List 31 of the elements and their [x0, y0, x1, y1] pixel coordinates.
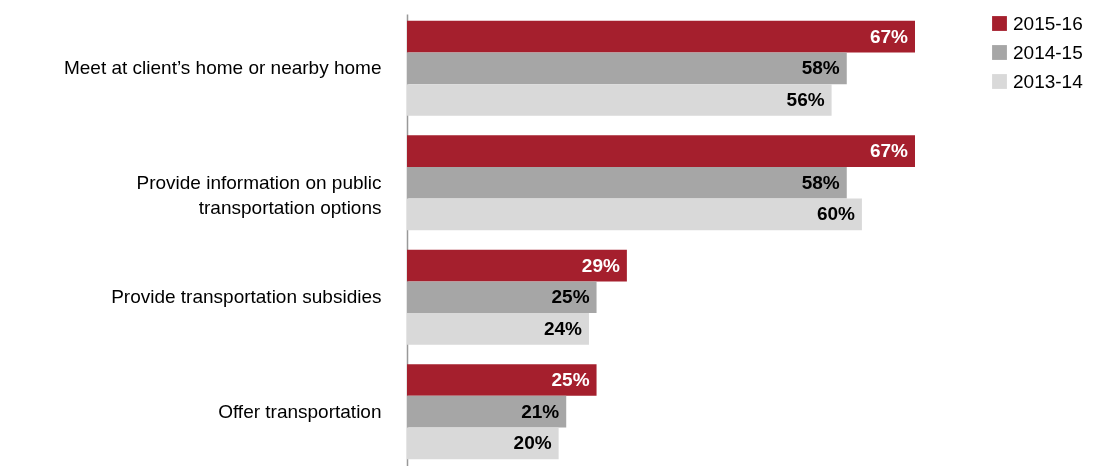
legend-label: 2014-15	[1013, 41, 1083, 63]
bar	[407, 135, 915, 167]
data-label: 29%	[581, 254, 620, 276]
bar	[407, 20, 915, 53]
data-label: 58%	[801, 171, 840, 193]
bar	[407, 427, 559, 460]
data-label: 21%	[521, 400, 560, 422]
data-label: 25%	[551, 286, 590, 308]
legend-label: 2013-14	[1013, 70, 1084, 92]
bar	[407, 198, 862, 231]
bar	[407, 84, 832, 116]
bar	[407, 313, 589, 345]
data-label: 60%	[816, 203, 856, 225]
y-tick-label: Offer transportation	[218, 400, 382, 422]
data-label: 24%	[543, 317, 583, 339]
legend-label: 2015-16	[1013, 12, 1083, 34]
bar	[407, 52, 847, 85]
data-label: 56%	[786, 89, 825, 111]
bar	[407, 281, 597, 314]
bar	[407, 364, 597, 396]
data-label: 67%	[869, 140, 909, 162]
data-label: 20%	[513, 432, 552, 454]
data-label: 58%	[801, 57, 840, 79]
y-tick-label: Meet at client’s home or nearby home	[63, 57, 382, 79]
y-tick-label: Provide transportation subsidies	[111, 286, 382, 308]
bar	[407, 249, 627, 282]
bar	[407, 166, 847, 199]
data-label: 25%	[551, 368, 590, 390]
bar	[407, 395, 567, 428]
y-tick-label: Provide information on public transportation options	[136, 171, 382, 218]
data-label: 67%	[869, 25, 909, 47]
